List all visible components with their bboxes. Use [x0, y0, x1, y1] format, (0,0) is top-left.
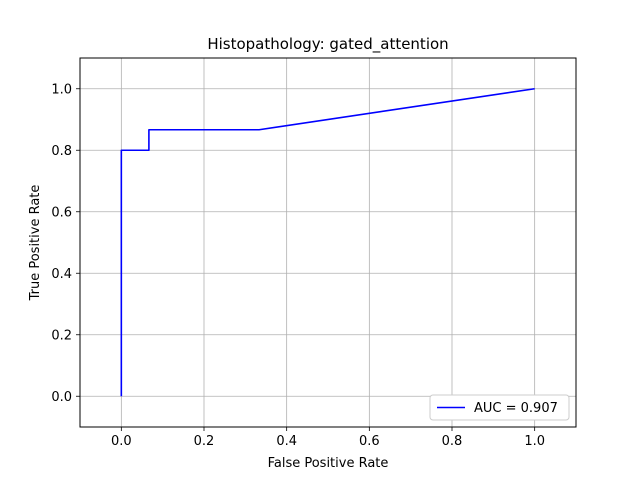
x-tick-label: 0.8: [442, 434, 463, 449]
axis-ticks: 0.0 0.2 0.4 0.6 0.8 1.0 0.0 0.2 0.4 0.6 0.8 1.0: [51, 82, 545, 449]
y-tick-label: 1.0: [51, 82, 72, 97]
y-tick-label: 0.8: [51, 144, 72, 159]
legend-box: [429, 394, 570, 421]
legend-label: AUC = 0.907: [474, 401, 558, 416]
plot-frame: [79, 57, 577, 428]
x-axis-label: False Positive Rate: [268, 456, 389, 471]
y-axis-label: True Positive Rate: [28, 185, 43, 302]
y-tick-label: 0.6: [51, 205, 72, 220]
series-layer: [120, 87, 535, 397]
y-tick-label: 0.0: [51, 390, 72, 405]
x-tick-label: 0.6: [359, 434, 380, 449]
chart-title: Histopathology: gated_attention: [207, 35, 448, 54]
x-tick-label: 0.2: [194, 434, 215, 449]
x-tick-label: 0.4: [276, 434, 297, 449]
y-tick-label: 0.2: [51, 328, 72, 343]
grid-lines: [80, 58, 576, 427]
roc-curve-line: [120, 87, 535, 397]
plot-area: [80, 58, 576, 427]
x-tick-label: 1.0: [524, 434, 545, 449]
y-tick-label: 0.4: [51, 267, 72, 282]
legend: AUC = 0.907: [429, 394, 570, 421]
x-tick-label: 0.0: [111, 434, 132, 449]
